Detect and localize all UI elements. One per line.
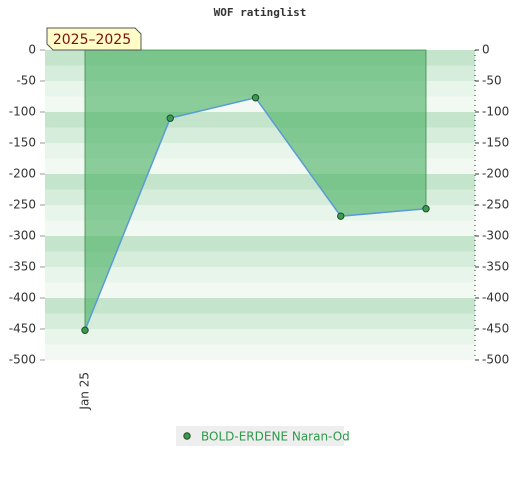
y-tick-label: -250 xyxy=(9,198,36,212)
y-tick-label: -200 xyxy=(9,167,36,181)
stripe xyxy=(45,344,475,360)
y2-tick-label: -500 xyxy=(482,353,509,367)
stripe xyxy=(45,267,475,283)
y-tick-label: -450 xyxy=(9,322,36,336)
y-tick-label: -150 xyxy=(9,136,36,150)
y2-tick-label: -300 xyxy=(482,229,509,243)
y2-tick-label: -50 xyxy=(482,74,502,88)
y-tick-label: -400 xyxy=(9,291,36,305)
legend-box xyxy=(176,426,344,446)
point xyxy=(81,326,89,334)
legend-label: BOLD-ERDENE Naran-Od xyxy=(201,430,350,444)
y2-tick-label: -100 xyxy=(482,105,509,119)
y2-tick-label: -400 xyxy=(482,291,509,305)
y-tick-label: 0 xyxy=(28,43,36,57)
y-tick-label: -300 xyxy=(9,229,36,243)
y2-tick-label: -350 xyxy=(482,260,509,274)
stripe xyxy=(45,282,475,298)
point xyxy=(422,205,430,213)
y-tick-label: -100 xyxy=(9,105,36,119)
point xyxy=(166,114,174,122)
stripe xyxy=(45,236,475,252)
y-tick-label: -350 xyxy=(9,260,36,274)
stripe xyxy=(45,251,475,267)
y2-tick-label: -250 xyxy=(482,198,509,212)
y2-tick-label: -200 xyxy=(482,167,509,181)
x-tick-label: Jan 25 xyxy=(78,372,92,411)
stripe xyxy=(45,220,475,236)
stripe xyxy=(45,313,475,329)
y2-tick-label: 0 xyxy=(482,43,490,57)
y-tick-label: -500 xyxy=(9,353,36,367)
y2-tick-label: -450 xyxy=(482,322,509,336)
stripe xyxy=(45,298,475,314)
legend-marker xyxy=(183,432,191,440)
stripe xyxy=(45,329,475,345)
legend: BOLD-ERDENE Naran-Od xyxy=(176,426,350,446)
point xyxy=(337,212,345,220)
chart-title: WOF ratinglist xyxy=(214,6,307,19)
range-label: 2025–2025 xyxy=(53,32,131,48)
y-tick-label: -50 xyxy=(16,74,36,88)
y2-tick-label: -150 xyxy=(482,136,509,150)
range-label-box xyxy=(46,27,142,51)
point xyxy=(251,94,260,102)
